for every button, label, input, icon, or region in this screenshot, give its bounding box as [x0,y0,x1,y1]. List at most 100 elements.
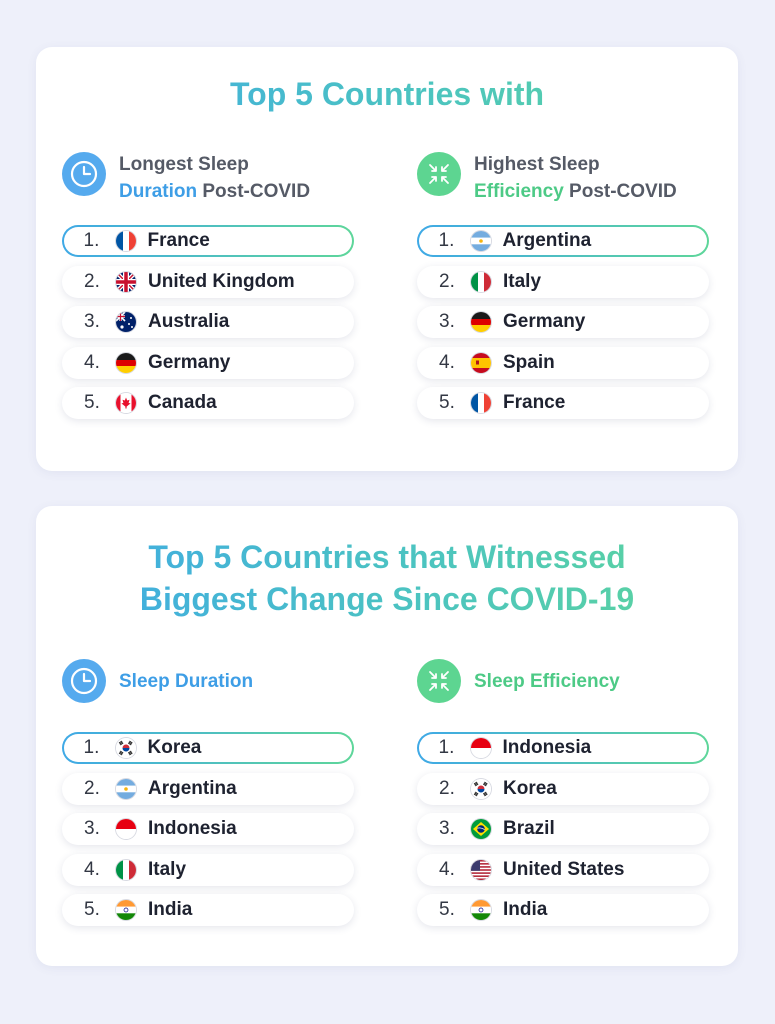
list-item: 2. United Kingdom [62,265,354,298]
list-item: 5. France [417,387,709,419]
column-header: Sleep Duration [62,654,354,708]
rank-number: 2. [439,270,455,292]
flag-usa-icon [471,859,491,880]
rank-number: 3. [439,818,455,839]
rank-number: 4. [84,858,100,880]
rank-number: 1. [83,737,100,758]
rank-number: 5. [84,392,100,413]
flag-germany-icon [471,312,491,332]
country-name: India [148,899,193,920]
rank-number: 3. [84,818,100,839]
longest-sleep-column: Longest Sleep Duration Post-COVID 1. Fran… [62,147,354,419]
rank-number: 2. [84,270,100,292]
country-name: France [503,392,566,413]
rank-number: 1. [438,230,455,251]
list-item: 4. Italy [62,853,354,886]
heading-highlight: Efficiency [474,181,564,202]
highest-efficiency-column: Highest Sleep Efficiency Post-COVID 1. Ar… [417,147,709,419]
section-title-text: Top 5 Countries with [229,76,545,112]
sleep-duration-column: Sleep Duration 1. Korea 2. Argentina 3. Indon… [62,654,354,926]
list-item: 3. Indonesia [62,813,354,845]
flag-france-icon [471,393,491,413]
country-name: Argentina [502,230,592,251]
list-item: 1. Indonesia [417,732,709,764]
list-item: 5. Canada [62,387,354,419]
list-item: 1. Korea [62,732,354,764]
flag-korea-icon [471,778,491,799]
list-item: 2. Italy [417,265,709,298]
country-name: India [503,899,548,920]
clock-icon [62,152,106,196]
list-item: 1. Argentina [417,225,709,257]
flag-argentina-icon [116,778,136,799]
flag-germany-icon [116,352,136,373]
flag-france-icon [115,231,136,251]
flag-italy-icon [116,859,136,880]
rank-number: 5. [439,392,455,413]
flag-indonesia-icon [116,819,136,839]
rank-number: 4. [84,351,100,373]
country-name: United Kingdom [148,270,295,292]
heading-rest: Post-COVID [563,181,677,202]
flag-india-icon [116,900,136,920]
list-item: 4. United States [417,853,709,886]
country-name: Brazil [503,818,555,839]
list-item: 1. France [62,225,354,257]
biggest-change-card: Top 5 Countries that Witnessed Biggest C… [36,506,738,966]
rank-number: 1. [83,230,100,251]
section-title-line-1: Top 5 Countries that Witnessed [148,539,626,575]
country-name: Germany [148,351,231,373]
rank-number: 2. [439,777,455,799]
country-name: Italy [148,858,187,880]
list-item: 2. Korea [417,772,709,805]
column-header: Highest Sleep Efficiency Post-COVID [417,147,709,202]
rank-number: 2. [84,777,100,799]
country-name: Australia [148,311,230,332]
list-item: 2. Argentina [62,772,354,805]
clock-icon [62,659,106,703]
list-item: 3. Germany [417,306,709,338]
flag-argentina-icon [470,231,491,251]
heading-line-1: Highest Sleep [474,154,600,175]
country-name: Canada [148,392,217,413]
country-name: Korea [503,777,557,799]
list-item: 4. Spain [417,346,709,379]
rank-number: 3. [84,311,100,332]
country-name: United States [503,858,625,880]
top-countries-card: Top 5 Countries with Longest Sleep Durat… [36,47,738,471]
rank-number: 4. [439,858,455,880]
list-item: 4. Germany [62,346,354,379]
country-name: Korea [147,737,202,758]
flag-uk-icon [116,271,136,292]
rank-number: 1. [438,737,455,758]
section-title: Top 5 Countries with [36,73,738,115]
compress-arrows-icon [417,152,461,196]
list-item: 5. India [417,894,709,926]
column-header: Longest Sleep Duration Post-COVID [62,147,354,202]
heading-rest: Post-COVID [197,181,311,202]
flag-canada-icon [116,393,136,413]
column-header: Sleep Efficiency [417,654,709,708]
column-heading: Longest Sleep Duration Post-COVID [119,151,310,205]
flag-indonesia-icon [470,738,491,758]
flag-korea-icon [115,738,136,758]
flag-australia-icon [116,312,136,332]
country-name: Spain [503,351,555,373]
country-name: Indonesia [502,737,592,758]
country-list: 1. Argentina 2. Italy 3. Germany 4. Spain 5. Fran… [417,225,709,428]
heading-highlight: Duration [119,181,198,202]
flag-brazil-icon [471,819,491,839]
rank-number: 4. [439,351,455,373]
list-item: 3. Brazil [417,813,709,845]
list-item: 5. India [62,894,354,926]
section-title-line-2: Biggest Change Since COVID-19 [139,581,635,617]
country-name: Argentina [148,777,237,799]
country-list: 1. Indonesia 2. Korea 3. Brazil 4. United State… [417,732,709,935]
flag-india-icon [471,900,491,920]
country-name: Indonesia [148,818,237,839]
country-name: Italy [503,270,542,292]
country-list: 1. France 2. United Kingdom 3. Australia 4. Ger… [62,225,354,428]
column-heading: Highest Sleep Efficiency Post-COVID [474,151,677,205]
compress-arrows-icon [417,659,461,703]
country-list: 1. Korea 2. Argentina 3. Indonesia 4. Italy 5. In… [62,732,354,935]
